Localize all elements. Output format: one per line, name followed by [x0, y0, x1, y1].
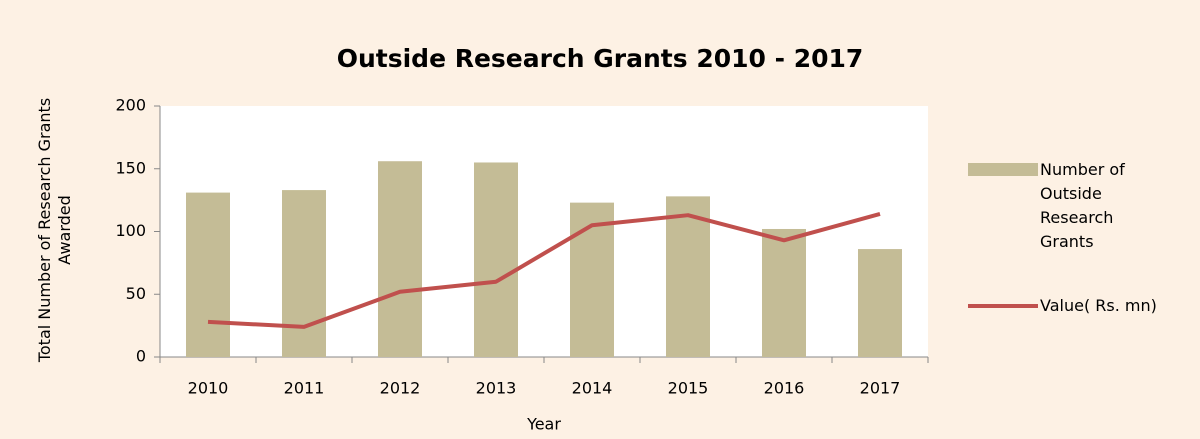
x-tick-label: 2010	[188, 379, 229, 398]
bar	[186, 192, 230, 357]
bar	[762, 228, 806, 357]
y-tick-label: 150	[115, 158, 146, 177]
y-axis-label: Total Number of Research Grants Awarded	[35, 97, 74, 363]
x-tick-label: 2011	[284, 379, 325, 398]
x-tick-label: 2014	[572, 379, 613, 398]
bar	[282, 190, 326, 357]
y-tick-label: 100	[115, 221, 146, 240]
x-tick-label: 2017	[860, 379, 901, 398]
x-tick-label: 2012	[380, 379, 421, 398]
bar	[570, 202, 614, 357]
legend-swatch	[968, 163, 1038, 176]
bar	[666, 196, 710, 357]
bar	[858, 249, 902, 357]
y-tick-label: 200	[115, 96, 146, 115]
line	[207, 212, 881, 329]
legend-swatch	[968, 304, 1038, 308]
bar	[474, 162, 518, 357]
bar	[378, 161, 422, 357]
x-axis-label: Year	[526, 415, 561, 434]
legend-label: Value( Rs. mn)	[1040, 296, 1157, 315]
x-tick-label: 2015	[668, 379, 709, 398]
x-tick-label: 2013	[476, 379, 517, 398]
chart-title: Outside Research Grants 2010 - 2017	[337, 44, 864, 73]
y-tick-label: 50	[126, 284, 146, 303]
y-tick-label: 0	[136, 347, 146, 366]
legend-label: Number of Outside Research Grants	[1040, 160, 1125, 251]
x-tick-label: 2016	[764, 379, 805, 398]
